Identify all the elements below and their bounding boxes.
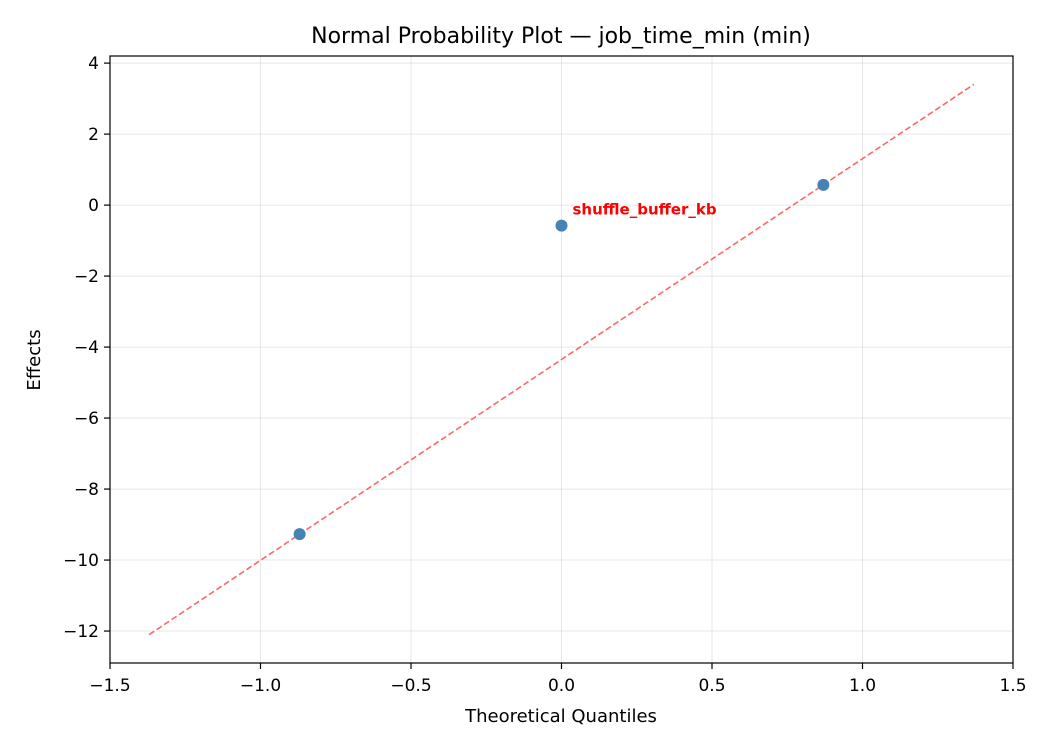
y-tick-label: −12: [63, 622, 99, 642]
fit-line: [148, 83, 975, 636]
y-axis-label: Effects: [24, 329, 45, 390]
data-point: [817, 178, 830, 191]
y-tick-label: −6: [74, 409, 99, 429]
y-tick-label: −10: [63, 551, 99, 571]
data-point: [555, 219, 568, 232]
x-axis-label: Theoretical Quantiles: [464, 706, 657, 727]
y-tick-label: 2: [88, 125, 99, 145]
y-tick-label: −8: [74, 480, 99, 500]
x-axis-ticks: −1.5 −1.0 −0.5 0.0 0.5 1.0 1.5: [89, 663, 1027, 696]
point-annotation: shuffle_buffer_kb: [573, 201, 717, 219]
x-tick-label: 1.0: [849, 676, 876, 696]
annotations: shuffle_buffer_kb: [573, 201, 717, 219]
x-tick-label: −1.5: [89, 676, 130, 696]
x-tick-label: −1.0: [240, 676, 281, 696]
y-tick-label: −4: [74, 338, 99, 358]
data-points: [293, 178, 830, 541]
chart-title: Normal Probability Plot — job_time_min (…: [311, 24, 811, 49]
x-tick-label: 0.5: [698, 676, 725, 696]
y-tick-label: −2: [74, 267, 99, 287]
grid: [109, 56, 1014, 663]
y-tick-label: 4: [88, 54, 99, 74]
data-point: [293, 528, 306, 541]
x-tick-label: 0.0: [548, 676, 575, 696]
y-axis-ticks: −12 −10 −8 −6 −4 −2 0 2 4: [63, 54, 110, 642]
x-tick-label: −0.5: [390, 676, 431, 696]
fit-line-group: [148, 83, 975, 636]
x-tick-label: 1.5: [999, 676, 1026, 696]
y-tick-label: 0: [88, 196, 99, 216]
